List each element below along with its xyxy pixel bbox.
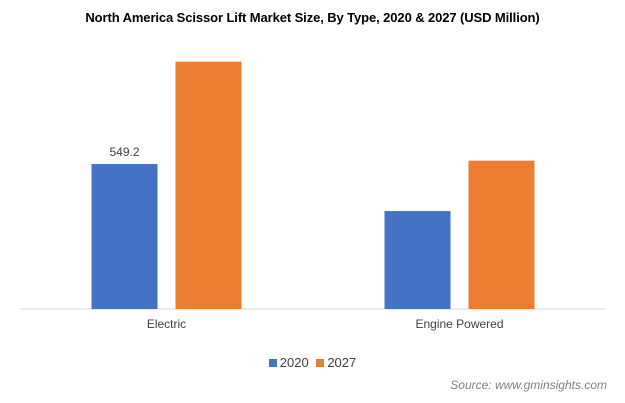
source-note: Source: www.gminsights.com bbox=[450, 378, 607, 392]
legend: 2020 2027 bbox=[0, 355, 625, 370]
legend-label-2020: 2020 bbox=[279, 355, 309, 370]
legend-swatch-2020 bbox=[268, 359, 277, 367]
bar-engine-powered-2020 bbox=[384, 211, 451, 309]
bars-group bbox=[91, 61, 535, 309]
legend-item-2020: 2020 bbox=[268, 355, 309, 370]
labels-group: Electric Engine Powered 549.2 bbox=[109, 145, 503, 331]
bar-electric-2020 bbox=[91, 164, 158, 309]
category-label-engine-powered: Engine Powered bbox=[415, 317, 503, 331]
bar-electric-2027 bbox=[175, 61, 242, 309]
legend-swatch-2027 bbox=[316, 359, 325, 367]
legend-item-2027: 2027 bbox=[316, 355, 356, 370]
legend-label-2027: 2027 bbox=[327, 355, 357, 370]
bar-engine-powered-2027 bbox=[468, 160, 535, 309]
category-label-electric: Electric bbox=[147, 317, 186, 331]
data-label-electric-2020: 549.2 bbox=[109, 145, 139, 159]
chart-title: North America Scissor Lift Market Size, … bbox=[85, 10, 540, 25]
